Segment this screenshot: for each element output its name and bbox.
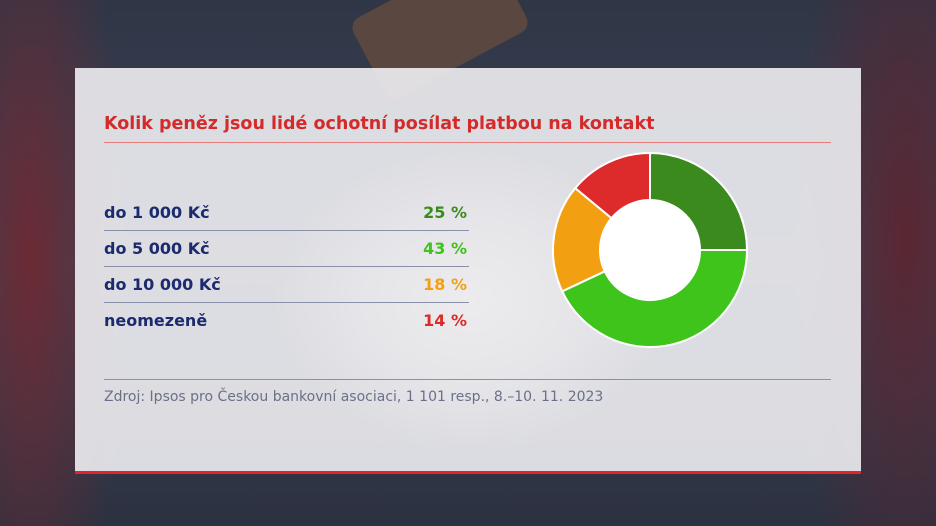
legend-label: do 10 000 Kč	[104, 275, 221, 294]
legend-label: do 1 000 Kč	[104, 203, 210, 222]
legend-label: do 5 000 Kč	[104, 239, 210, 258]
legend-value: 18 %	[423, 275, 467, 294]
donut-hole	[601, 201, 699, 299]
infographic-panel: Kolik peněz jsou lidé ochotní posílat pl…	[75, 68, 861, 474]
title-divider	[104, 142, 831, 143]
source-note: Zdroj: Ipsos pro Českou bankovní asociac…	[104, 389, 604, 405]
legend-row: do 10 000 Kč 18 %	[104, 267, 469, 303]
donut-chart	[552, 151, 749, 348]
chart-title: Kolik peněz jsou lidé ochotní posílat pl…	[104, 114, 655, 134]
legend-value: 43 %	[423, 239, 467, 258]
legend-row: neomezeně 14 %	[104, 303, 469, 339]
legend-value: 25 %	[423, 203, 467, 222]
source-divider	[104, 379, 831, 380]
legend-row: do 1 000 Kč 25 %	[104, 195, 469, 231]
legend-value: 14 %	[423, 311, 467, 330]
donut-slice	[573, 151, 651, 220]
donut-slice	[560, 249, 749, 348]
donut-slice	[649, 151, 749, 251]
legend-table: do 1 000 Kč 25 % do 5 000 Kč 43 % do 10 …	[104, 195, 469, 339]
legend-label: neomezeně	[104, 311, 208, 330]
legend-row: do 5 000 Kč 43 %	[104, 231, 469, 267]
